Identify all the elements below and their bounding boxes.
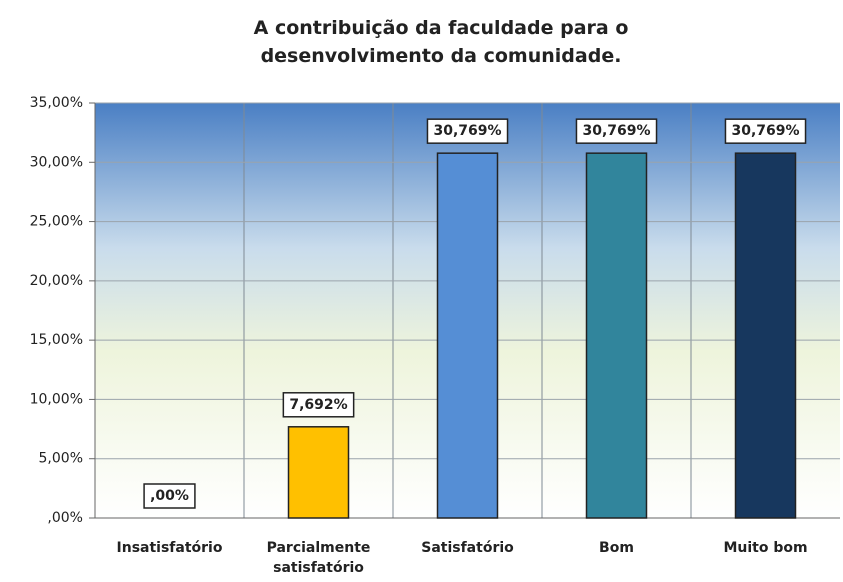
x-tick-label: Bom bbox=[599, 540, 634, 556]
data-label: 7,692% bbox=[289, 397, 347, 413]
y-tick-label: 20,00% bbox=[30, 273, 83, 289]
y-tick-label: 30,00% bbox=[30, 154, 83, 170]
bar bbox=[734, 152, 797, 519]
bar bbox=[436, 152, 499, 519]
data-label-box bbox=[426, 118, 509, 144]
chart-title: A contribuição da faculdade para o desen… bbox=[253, 17, 629, 67]
data-label: 30,769% bbox=[582, 123, 650, 139]
y-tick-label: 35,00% bbox=[30, 95, 83, 111]
x-tick-label: Muito bom bbox=[723, 540, 808, 556]
x-tick-label: Satisfatório bbox=[421, 540, 514, 556]
data-label: 30,769% bbox=[433, 123, 501, 139]
data-label-box bbox=[282, 392, 355, 418]
data-label: 30,769% bbox=[731, 123, 799, 139]
x-tick-label: Parcialmente satisfatório bbox=[266, 540, 371, 576]
bar bbox=[585, 152, 648, 519]
y-tick-label: 25,00% bbox=[30, 214, 83, 230]
data-label-box bbox=[575, 118, 658, 144]
y-tick-label: 15,00% bbox=[30, 332, 83, 348]
y-tick-label: ,00% bbox=[47, 510, 83, 526]
data-label: ,00% bbox=[150, 488, 189, 504]
y-tick-label: 10,00% bbox=[30, 391, 83, 407]
x-tick-label: Insatisfatório bbox=[116, 540, 223, 556]
y-tick-label: 5,00% bbox=[39, 451, 83, 467]
data-label-box bbox=[143, 483, 196, 509]
data-label-box bbox=[724, 118, 807, 144]
bar bbox=[287, 426, 350, 519]
